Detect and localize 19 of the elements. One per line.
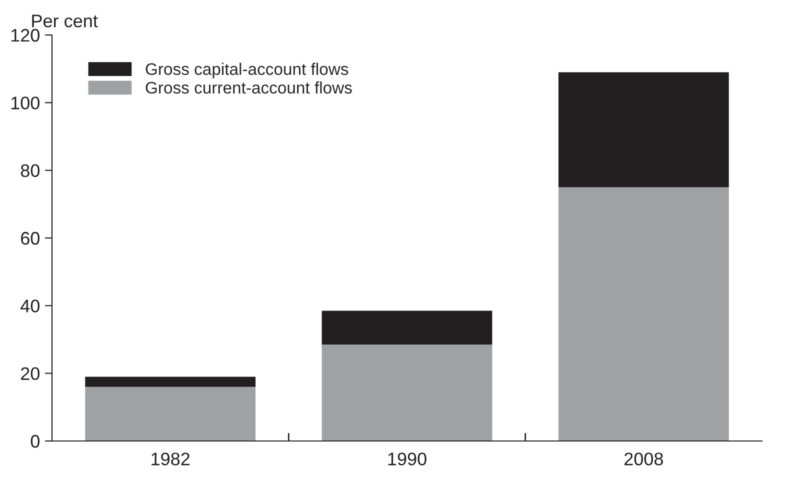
bar [85,386,256,441]
bar [322,344,492,441]
bar [85,376,256,387]
y-tick-label: 120 [11,28,40,42]
y-tick-label: 60 [21,232,40,245]
x-tick-label: 1990 [388,452,426,466]
x-tick-label: 1982 [152,452,190,466]
y-axis-title: Per cent [32,14,98,28]
y-tick-label: 0 [30,434,40,448]
bar [322,310,492,345]
bar [558,187,729,441]
y-tick-label: 40 [20,300,40,312]
bar [558,72,729,188]
y-tick-label: 100 [11,96,40,110]
legend-label: Gross current-account flows [146,81,352,94]
y-tick-label: 80 [20,164,40,178]
x-tick-label: 2008 [624,452,663,466]
legend-label: Gross capital-account flows [146,62,348,78]
y-tick-label: 20 [21,367,40,380]
